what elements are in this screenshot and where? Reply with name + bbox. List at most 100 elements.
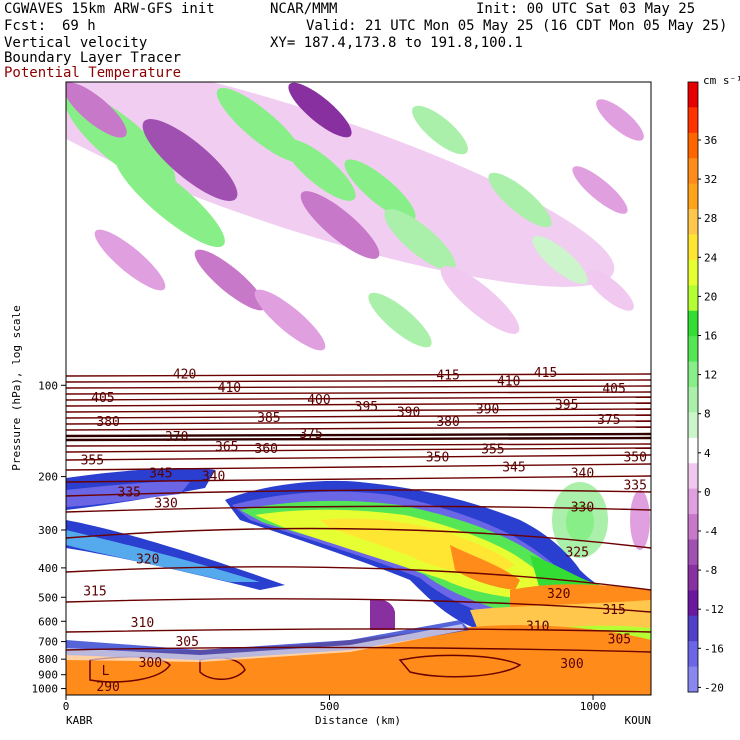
colorbar-swatch [688,412,698,439]
theta-contour-label: 355 [81,453,104,468]
theta-contour-label: 400 [307,393,330,408]
theta-contour-label: 335 [623,478,646,493]
colorbar: 36 32 28 24 20 16 12 8 4 0 -4 -8 -12 -16 -20 [687,81,724,694]
colorbar-swatch [688,361,698,388]
theta-contour-label: 325 [565,546,588,561]
theta-contour-label: 355 [481,443,504,458]
y-axis-label: Pressure (hPa), log scale [10,305,23,471]
theta-contour-label: 315 [83,584,106,599]
theta-contour-label: 350 [623,450,646,465]
theta-contour-label: 320 [136,552,159,567]
upper-wave-pattern [66,82,644,351]
y-tick-label: 800 [38,653,58,666]
colorbar-label: 36 [704,134,717,147]
y-tick-label: 900 [38,669,58,682]
header-field-potential-temperature: Potential Temperature [4,65,182,81]
colorbar-label: 28 [704,212,717,225]
header-fcst-value: 69 h [62,18,96,34]
colorbar-label: -8 [704,564,717,577]
theta-contour-label: 410 [497,374,520,389]
theta-contour-labels: 420 405 410 400 395 415 410 415 405 380 385 390 380 3… [81,366,647,695]
theta-contour-label: 415 [436,369,459,384]
header-field-vertical-velocity: Vertical velocity [4,35,148,51]
theta-contour-label: 350 [426,450,449,465]
colorbar-swatch [688,539,698,566]
theta-contour-label: 340 [202,470,225,485]
theta-contour-label: 375 [299,427,322,442]
theta-contour-label: 370 [165,430,188,445]
theta-contour-label: 300 [560,657,583,672]
theta-contour-label: 330 [571,501,594,516]
colorbar-swatch [688,209,698,235]
theta-contour-label: 420 [173,367,196,382]
theta-contour-label: 380 [96,415,119,430]
y-tick-label: 400 [38,562,58,575]
shaded-fields [66,82,651,695]
theta-contour-label: 385 [257,411,280,426]
end-station-label: KOUN [625,714,652,727]
colorbar-label: 8 [704,408,711,421]
colorbar-label: -12 [704,603,724,616]
theta-contours [66,373,651,653]
colorbar-swatch [688,488,698,515]
theta-contour-label: 405 [602,382,625,397]
theta-contour-label: 320 [547,587,570,602]
theta-contour-label: 310 [526,620,549,635]
theta-contour-label: 330 [154,496,177,511]
theta-contour-label: 300 [139,656,162,671]
colorbar-swatch [688,259,698,286]
colorbar-swatch [688,641,698,668]
y-tick-label: 500 [38,591,58,604]
colorbar-swatch [688,336,698,363]
x-axis-label: Distance (km) [315,714,401,727]
colorbar-swatch [688,615,698,642]
theta-contour-label: 290 [96,680,119,695]
x-tick-label: 500 [320,700,340,713]
colorbar-label: -20 [704,681,724,694]
colorbar-swatch [688,183,698,210]
y-tick-label: 600 [38,615,58,628]
colorbar-swatch [688,82,698,108]
theta-contour-label: 380 [436,415,459,430]
theta-contour-label: 390 [476,402,499,417]
y-tick-label: 700 [38,636,58,649]
header-fcst-label: Fcst: [4,18,47,34]
low-pressure-symbol: L [102,664,110,679]
colorbar-label: -16 [704,642,724,655]
theta-contour-label: 340 [571,466,594,481]
theta-contour-label: 345 [149,466,172,481]
colorbar-swatch [688,310,698,337]
theta-contour-label: 345 [502,461,525,476]
theta-contour-label: 390 [397,406,420,421]
theta-contour-label: 305 [608,633,631,648]
theta-contour-label: 395 [355,400,378,415]
colorbar-swatch [688,463,698,490]
boundary-layer-tracer-fill [66,467,651,695]
colorbar-swatch [688,158,698,185]
theta-contour-label: 415 [534,366,557,381]
header-field-boundary-layer-tracer: Boundary Layer Tracer [4,50,182,66]
theta-contour-label: 305 [175,635,198,650]
y-tick-label: 100 [38,379,58,392]
colorbar-label: 24 [704,251,718,264]
y-tick-label: 1000 [32,683,59,696]
colorbar-label: 20 [704,290,717,303]
plot-frame [65,81,652,696]
header-model-title: CGWAVES 15km ARW-GFS init [4,1,215,17]
colorbar-label: 32 [704,173,717,186]
colorbar-label: -4 [704,525,718,538]
colorbar-frame [687,81,699,693]
theta-contour-label: 335 [118,486,141,501]
header-init-time: Init: 00 UTC Sat 03 May 25 [476,1,696,17]
y-tick-label: 300 [38,524,58,537]
y-tick-label: 200 [38,471,58,484]
colorbar-label: 16 [704,330,717,343]
theta-contour-label: 410 [218,381,241,396]
start-station-label: KABR [66,714,93,727]
colorbar-swatch [688,132,698,159]
theta-contour-label: 310 [131,616,154,631]
colorbar-swatch [688,285,698,312]
header-org: NCAR/MMM [270,1,338,17]
